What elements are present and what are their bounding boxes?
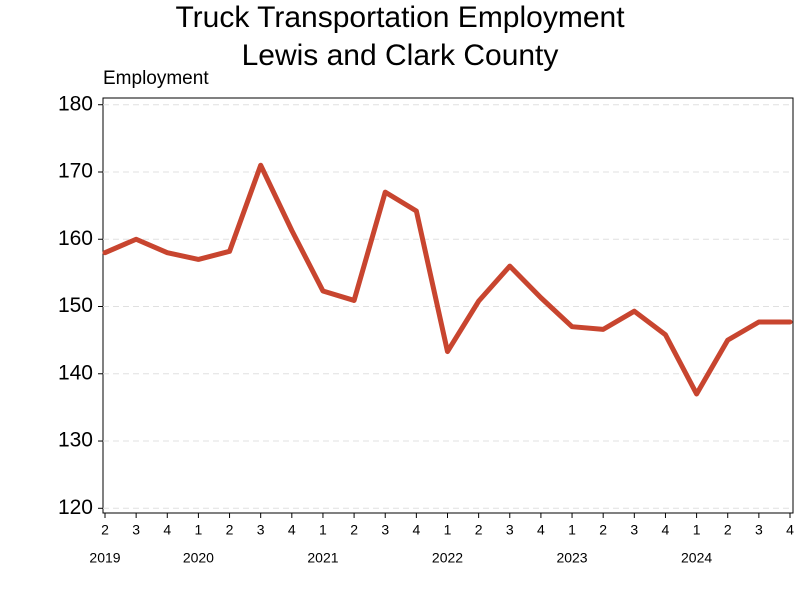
y-tick-label: 160: [58, 227, 93, 250]
x-tick-label: 2: [350, 522, 358, 538]
x-tick-label: 1: [319, 522, 327, 538]
x-tick-label: 1: [568, 522, 576, 538]
x-tick-label: 1: [195, 522, 203, 538]
x-tick-label: 3: [630, 522, 638, 538]
x-tick-label: 4: [412, 522, 420, 538]
x-tick-label: 3: [132, 522, 140, 538]
y-tick-label: 180: [58, 92, 93, 115]
x-tick-label: 1: [444, 522, 452, 538]
x-tick-label: 3: [381, 522, 389, 538]
year-label: 2021: [307, 550, 338, 566]
data-line: [102, 162, 793, 397]
x-tick-label: 4: [163, 522, 171, 538]
plot-frame: [102, 97, 794, 514]
year-label: 2024: [681, 550, 712, 566]
x-tick-label: 4: [662, 522, 670, 538]
x-tick-label: 3: [506, 522, 514, 538]
y-tick-label: 140: [58, 361, 93, 384]
year-label: 2023: [556, 550, 587, 566]
x-tick-label: 3: [257, 522, 265, 538]
x-tick-label: 4: [537, 522, 545, 538]
year-label: 2019: [89, 550, 120, 566]
x-tick-label: 4: [786, 522, 794, 538]
x-tick-label: 2: [724, 522, 732, 538]
y-tick-label: 170: [58, 160, 93, 183]
year-label: 2022: [432, 550, 463, 566]
x-tick-label: 2: [226, 522, 234, 538]
year-label: 2020: [183, 550, 214, 566]
chart-title: Lewis and Clark County: [242, 39, 559, 72]
x-tick-label: 1: [693, 522, 701, 538]
x-tick-label: 2: [599, 522, 607, 538]
x-tick-label: 2: [475, 522, 483, 538]
chart-title: Truck Transportation Employment: [175, 1, 625, 34]
x-tick-label: 4: [288, 522, 296, 538]
y-axis-label: Employment: [103, 68, 209, 89]
y-tick-label: 130: [58, 429, 93, 452]
y-tick-label: 150: [58, 294, 93, 317]
y-tick-label: 120: [58, 496, 93, 519]
x-tick-label: 2: [101, 522, 109, 538]
x-tick-label: 3: [755, 522, 763, 538]
